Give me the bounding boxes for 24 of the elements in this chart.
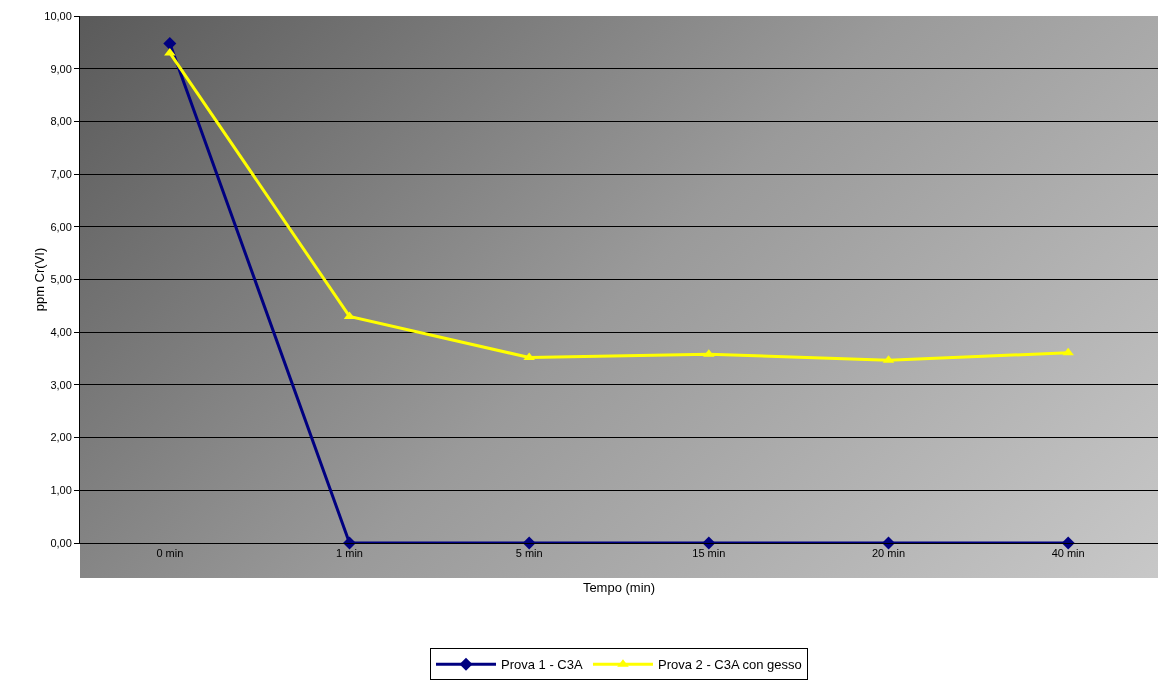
x-tick-label: 15 min: [692, 547, 726, 560]
y-axis-title: ppm Cr(VI): [32, 247, 47, 312]
y-tick-label: 1,00: [50, 484, 72, 497]
y-tick-label: 9,00: [50, 62, 72, 75]
y-tick-label: 3,00: [50, 378, 72, 391]
x-tick-label: 5 min: [515, 547, 543, 560]
point: [164, 47, 176, 56]
y-tick-label: 2,00: [50, 431, 72, 444]
y-tick-label: 6,00: [50, 220, 72, 233]
point: [1062, 347, 1074, 356]
point: [163, 36, 177, 50]
y-tick-label: 8,00: [50, 115, 72, 128]
legend-label: Prova 1 - C3A: [501, 657, 583, 673]
x-axis-title: Tempo (min): [582, 580, 656, 595]
legend-label: Prova 2 - C3A con gesso: [657, 657, 802, 673]
x-tick-label: 0 min: [156, 547, 184, 560]
y-tick-label: 4,00: [50, 326, 72, 339]
y-tick-label: 7,00: [50, 167, 72, 180]
x-tick-label: 1 min: [336, 547, 363, 560]
y-tick-label: 0,00: [50, 536, 72, 549]
y-tick-label: 5,00: [50, 273, 72, 286]
x-tick-label: 20 min: [871, 547, 906, 560]
x-tick-label: 40 min: [1051, 547, 1085, 560]
y-tick-label: 10,00: [44, 9, 72, 22]
